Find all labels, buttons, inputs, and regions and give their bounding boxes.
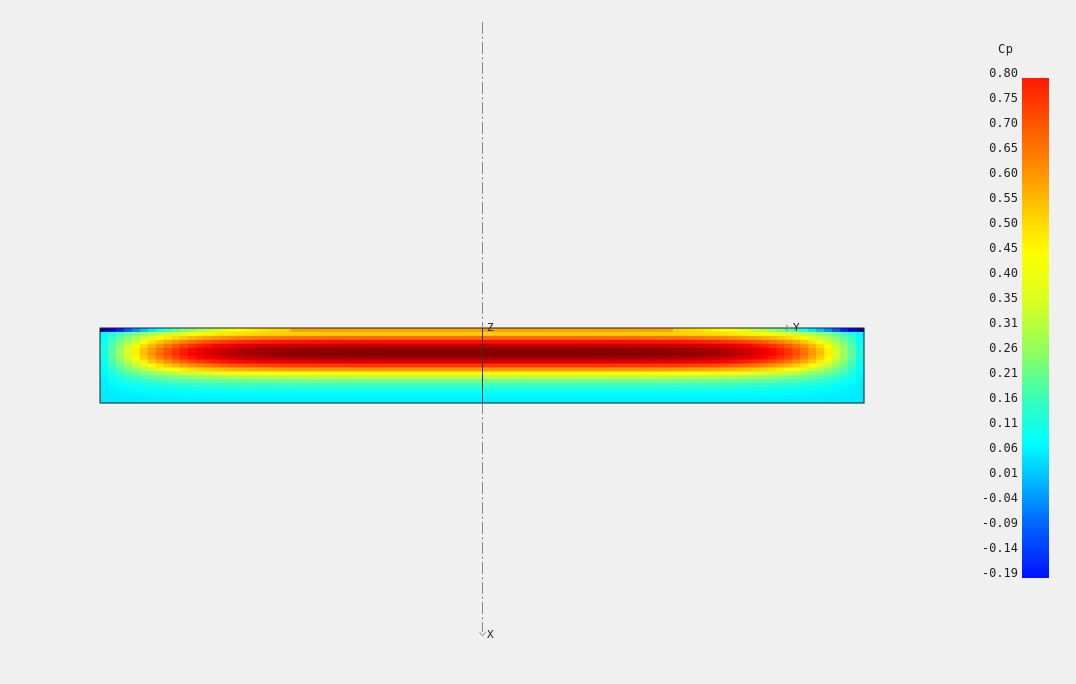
colorbar-tick-label: 0.01	[989, 466, 1018, 480]
colorbar-tick-label: -0.19	[982, 566, 1018, 580]
colorbar-tick-label: -0.14	[982, 541, 1018, 555]
colorbar-tick-label: 0.26	[989, 341, 1018, 355]
colorbar-tick-label: 0.55	[989, 191, 1018, 205]
colorbar-tick-label: 0.21	[989, 366, 1018, 380]
colorbar-tick-label: 0.60	[989, 166, 1018, 180]
colorbar-tick-label: 0.70	[989, 116, 1018, 130]
colorbar-tick-label: 0.06	[989, 441, 1018, 455]
colorbar-title: Cp	[998, 42, 1013, 56]
colorbar	[1022, 78, 1049, 578]
colorbar-tick-label: -0.09	[982, 516, 1018, 530]
colorbar-tick-label: 0.16	[989, 391, 1018, 405]
colorbar-tick-label: 0.75	[989, 91, 1018, 105]
y-axis-label: Y	[793, 322, 800, 334]
colorbar-tick-label: 0.31	[989, 316, 1018, 330]
colorbar-tick-label: 0.40	[989, 266, 1018, 280]
colorbar-tick-label: 0.45	[989, 241, 1018, 255]
z-axis-label: Z	[487, 322, 494, 334]
colorbar-tick-label: 0.11	[989, 416, 1018, 430]
x-axis-label: X	[487, 629, 494, 641]
colorbar-tick-label: 0.35	[989, 291, 1018, 305]
colorbar-tick-label: 0.50	[989, 216, 1018, 230]
colorbar-tick-label: 0.80	[989, 66, 1018, 80]
colorbar-tick-label: -0.04	[982, 491, 1018, 505]
colorbar-tick-label: 0.65	[989, 141, 1018, 155]
x-axis-arrow-icon	[480, 632, 486, 636]
